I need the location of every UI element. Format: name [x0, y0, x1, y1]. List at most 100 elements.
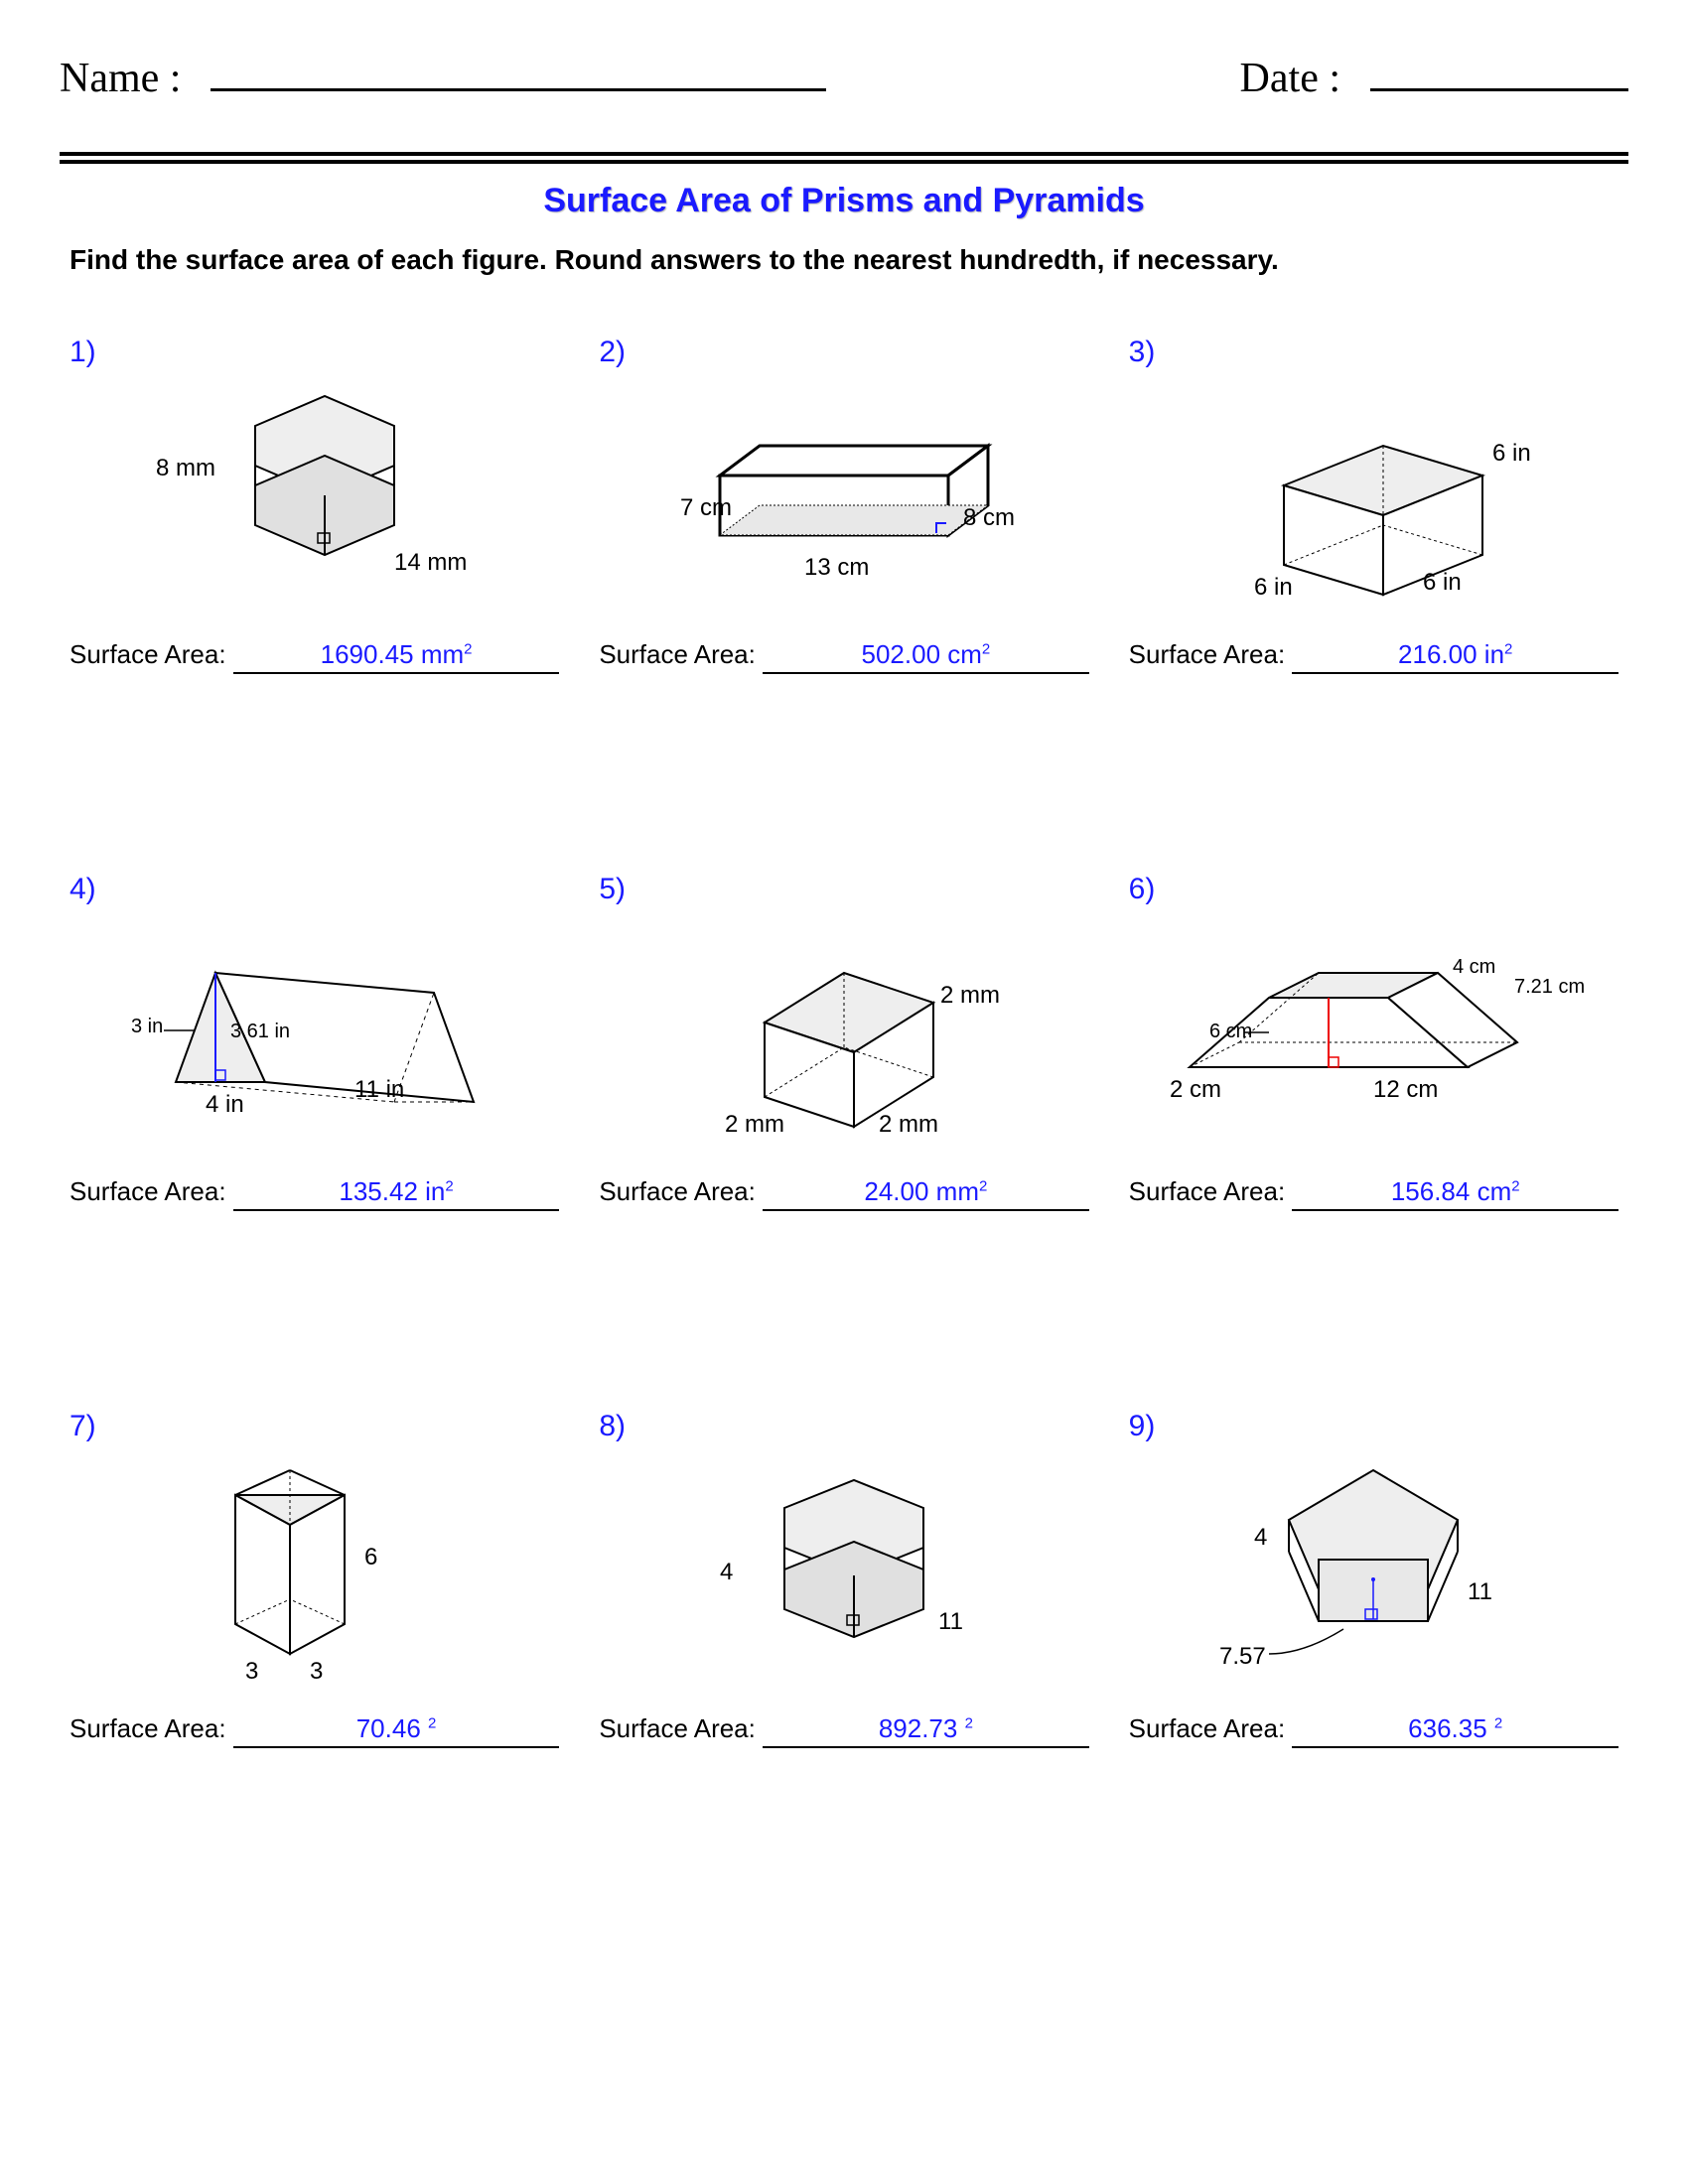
problems-grid: 1) 8 mm 14 — [60, 336, 1628, 1748]
answer-value: 70.46 2 — [233, 1713, 560, 1748]
answer-value: 502.00 cm2 — [763, 639, 1089, 674]
divider — [60, 152, 1628, 164]
answer-row: Surface Area: 70.46 2 — [70, 1713, 559, 1748]
dim-label: 11 — [938, 1608, 963, 1635]
problem-number: 6) — [1129, 873, 1618, 906]
answer-label: Surface Area: — [1129, 1176, 1293, 1207]
problem-number: 3) — [1129, 336, 1618, 369]
answer-label: Surface Area: — [599, 1176, 763, 1207]
problem-3: 3) 6 in 6 in 6 in Surface Area: 216.00 i… — [1129, 336, 1618, 674]
answer-row: Surface Area: 24.00 mm2 — [599, 1176, 1088, 1211]
name-blank[interactable] — [211, 50, 826, 91]
rect-prism-svg: 7 cm 8 cm 13 cm — [665, 396, 1023, 605]
problem-2: 2) 7 cm 8 cm 13 cm Surface Area: 502.00 … — [599, 336, 1088, 674]
tri-prism-svg: 3 in 3.61 in 11 in 4 in — [126, 933, 503, 1142]
figure-hex-prism-2: 4 11 — [599, 1455, 1088, 1694]
answer-label: Surface Area: — [1129, 639, 1293, 670]
dim-label: 6 in — [1423, 569, 1462, 596]
answer-row: Surface Area: 1690.45 mm2 — [70, 639, 559, 674]
problem-number: 9) — [1129, 1410, 1618, 1443]
answer-value: 1690.45 mm2 — [233, 639, 560, 674]
hex2-svg: 4 11 — [680, 1465, 1008, 1684]
dim-label: 2 mm — [940, 982, 1000, 1009]
problem-4: 4) 3 in 3.61 in 11 in 4 in — [70, 873, 559, 1211]
cube2-svg: 2 mm 2 mm 2 mm — [680, 928, 1008, 1147]
worksheet-header: Name : Date : — [60, 50, 1628, 102]
dim-label: 7.57 — [1219, 1643, 1266, 1670]
pent-svg: 4 11 7.57 — [1204, 1460, 1542, 1689]
problem-1: 1) 8 mm 14 — [70, 336, 559, 674]
dim-label: 4 — [720, 1559, 733, 1585]
answer-row: Surface Area: 156.84 cm2 — [1129, 1176, 1618, 1211]
dim-label: 6 — [364, 1544, 377, 1570]
problem-number: 1) — [70, 336, 559, 369]
problem-8: 8) 4 11 Surface Area: — [599, 1410, 1088, 1748]
answer-row: Surface Area: 135.42 in2 — [70, 1176, 559, 1211]
figure-hex-prism: 8 mm 14 mm — [70, 381, 559, 619]
dim-label: 3.61 in — [230, 1021, 290, 1042]
answer-row: Surface Area: 636.35 2 — [1129, 1713, 1618, 1748]
figure-rect-prism: 7 cm 8 cm 13 cm — [599, 381, 1088, 619]
date-blank[interactable] — [1370, 50, 1628, 91]
dim-label: 2 cm — [1170, 1076, 1221, 1103]
dim-label: 3 in — [131, 1016, 163, 1037]
dim-label: 4 cm — [1453, 956, 1495, 978]
cube-svg: 6 in 6 in 6 in — [1195, 386, 1552, 614]
trap-svg: 4 cm 7.21 cm 6 cm 2 cm 12 cm — [1165, 933, 1582, 1142]
dim-label: 6 in — [1492, 440, 1531, 467]
dim-label: 7 cm — [680, 494, 732, 521]
answer-value: 156.84 cm2 — [1292, 1176, 1618, 1211]
figure-tri-prism-v: 6 3 3 — [70, 1455, 559, 1694]
figure-pent-prism: 4 11 7.57 — [1129, 1455, 1618, 1694]
answer-label: Surface Area: — [70, 639, 233, 670]
dim-label: 6 cm — [1209, 1021, 1252, 1042]
dim-label: 4 — [1254, 1524, 1267, 1551]
answer-value: 892.73 2 — [763, 1713, 1089, 1748]
answer-label: Surface Area: — [599, 1713, 763, 1744]
figure-cube: 6 in 6 in 6 in — [1129, 381, 1618, 619]
dim-label: 11 — [1468, 1578, 1492, 1605]
answer-label: Surface Area: — [70, 1176, 233, 1207]
answer-value: 216.00 in2 — [1292, 639, 1618, 674]
answer-label: Surface Area: — [1129, 1713, 1293, 1744]
figure-tri-prism: 3 in 3.61 in 11 in 4 in — [70, 918, 559, 1157]
dim-label: 2 mm — [879, 1111, 938, 1138]
problem-7: 7) 6 3 3 Surface Area: — [70, 1410, 559, 1748]
dim-label: 6 in — [1254, 574, 1293, 601]
dim-label: 8 cm — [963, 504, 1015, 531]
dim-label: 4 in — [206, 1091, 244, 1118]
answer-label: Surface Area: — [70, 1713, 233, 1744]
dim-label: 8 mm — [156, 455, 215, 481]
name-label: Name : — [60, 55, 181, 102]
problem-9: 9) 4 11 7.57 — [1129, 1410, 1618, 1748]
dim-label: 13 cm — [804, 554, 869, 581]
answer-label: Surface Area: — [599, 639, 763, 670]
problem-number: 2) — [599, 336, 1088, 369]
answer-value: 24.00 mm2 — [763, 1176, 1089, 1211]
date-label: Date : — [1240, 55, 1340, 102]
problem-number: 7) — [70, 1410, 559, 1443]
figure-cube-small: 2 mm 2 mm 2 mm — [599, 918, 1088, 1157]
dim-label: 12 cm — [1373, 1076, 1438, 1103]
dim-label: 11 in — [354, 1076, 404, 1103]
dim-label: 7.21 cm — [1514, 976, 1585, 998]
hex-prism-svg: 8 mm 14 mm — [146, 386, 484, 614]
dim-label: 14 mm — [394, 549, 467, 576]
problem-number: 4) — [70, 873, 559, 906]
problem-number: 8) — [599, 1410, 1088, 1443]
problem-6: 6) 4 cm 7.21 cm 6 cm 2 cm — [1129, 873, 1618, 1211]
problem-5: 5) 2 mm 2 mm 2 mm Surface Area: 24.00 mm… — [599, 873, 1088, 1211]
worksheet-title: Surface Area of Prisms and Pyramids — [60, 182, 1628, 220]
dim-label: 3 — [245, 1658, 258, 1685]
dim-label: 2 mm — [725, 1111, 784, 1138]
problem-number: 5) — [599, 873, 1088, 906]
figure-trap-prism: 4 cm 7.21 cm 6 cm 2 cm 12 cm — [1129, 918, 1618, 1157]
answer-value: 636.35 2 — [1292, 1713, 1618, 1748]
answer-value: 135.42 in2 — [233, 1176, 560, 1211]
instructions: Find the surface area of each figure. Ro… — [70, 244, 1628, 276]
answer-row: Surface Area: 892.73 2 — [599, 1713, 1088, 1748]
tri-v-svg: 6 3 3 — [166, 1455, 464, 1694]
dim-label: 3 — [310, 1658, 323, 1685]
answer-row: Surface Area: 216.00 in2 — [1129, 639, 1618, 674]
answer-row: Surface Area: 502.00 cm2 — [599, 639, 1088, 674]
